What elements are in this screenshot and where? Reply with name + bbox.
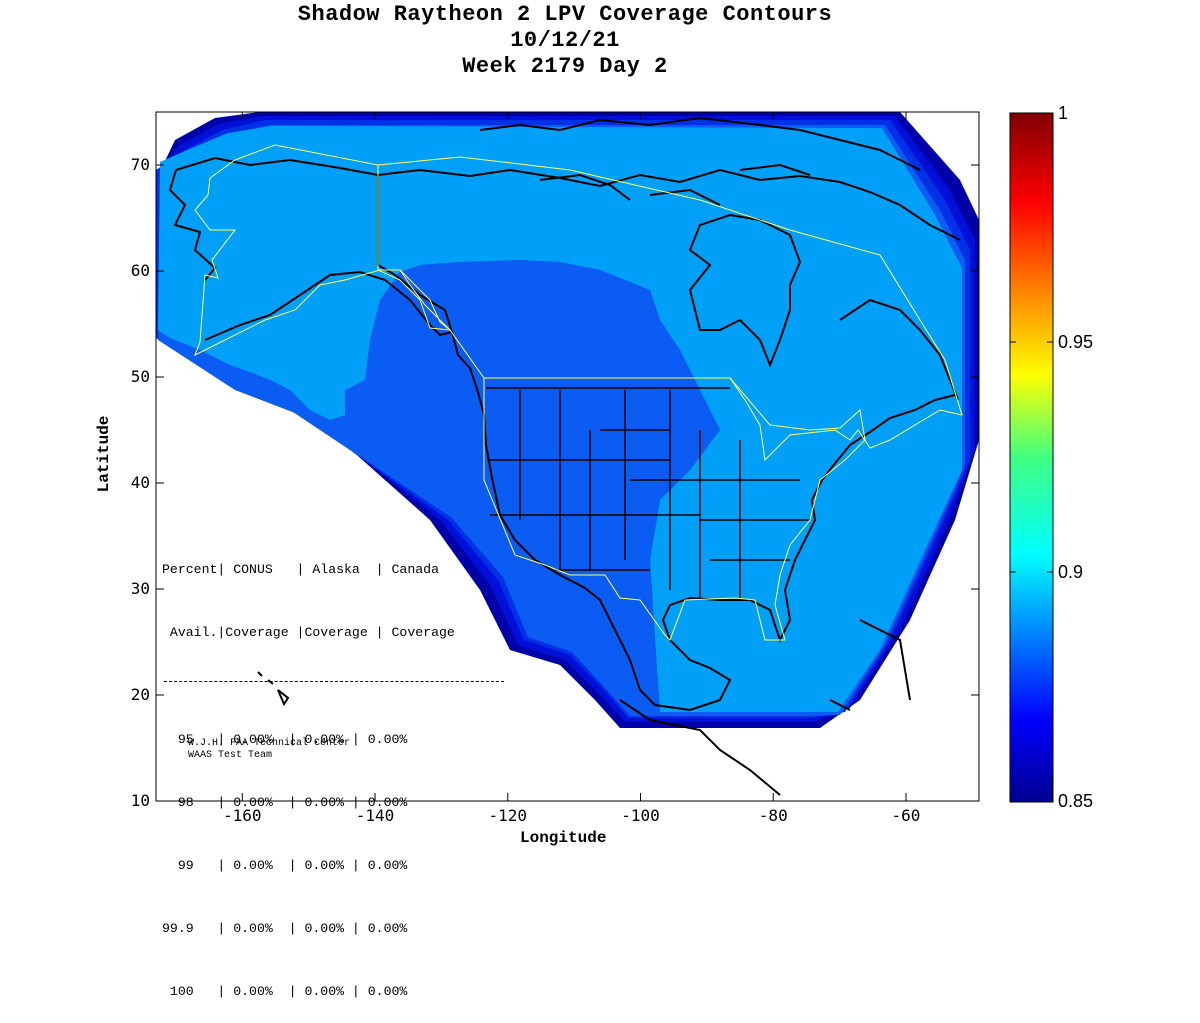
credit-line-1: W.J.H. FAA Technical Center <box>188 738 351 749</box>
coverage-map <box>155 111 1054 803</box>
canada-outline <box>377 156 963 462</box>
y-tick-label: 20 <box>130 685 150 704</box>
y-tick-marks <box>156 164 979 802</box>
x-tick-label: -120 <box>488 806 528 825</box>
coastlines <box>168 116 961 796</box>
coverage-table-header-1: Percent| CONUS | Alaska | Canada <box>162 562 439 577</box>
colorbar-frame <box>1009 112 1054 803</box>
coverage-table-row: 99.9 | 0.00% | 0.00% | 0.00% <box>162 921 408 936</box>
x-tick-label: -160 <box>223 806 262 825</box>
service-volume-outlines <box>194 144 963 641</box>
y-tick-label: 40 <box>130 473 150 492</box>
y-tick-label: 10 <box>130 791 150 810</box>
hawaii-islands <box>257 671 290 707</box>
colorbar-ticks <box>1010 341 1053 573</box>
x-tick-marks <box>241 112 907 801</box>
chart-title-line-2: 10/12/21 <box>510 28 620 53</box>
conus-outline <box>483 377 866 641</box>
colorbar <box>1010 113 1053 802</box>
coverage-table-row: 98 | 0.00% | 0.00% | 0.00% <box>162 795 408 810</box>
colorbar-label-095: 0.95 <box>1058 332 1094 352</box>
x-tick-label: -140 <box>355 806 395 825</box>
x-tick-label: -60 <box>891 806 921 825</box>
coverage-table-separator <box>164 681 504 683</box>
x-tick-label: -100 <box>621 806 660 825</box>
x-axis-title: Longitude <box>520 829 607 847</box>
coverage-table-header-2: Avail.|Coverage |Coverage | Coverage <box>162 625 455 640</box>
alaska-outline <box>194 144 452 357</box>
colorbar-label-min: 0.85 <box>1058 791 1094 811</box>
colorbar-label-max: 1 <box>1058 103 1069 123</box>
credit-line-2: WAAS Test Team <box>188 750 273 761</box>
y-tick-label: 60 <box>130 261 150 280</box>
colorbar-label-09: 0.9 <box>1058 562 1084 582</box>
chart-title-line-3: Week 2179 Day 2 <box>462 54 668 79</box>
coverage-table: Percent| CONUS | Alaska | Canada Avail.|… <box>162 517 504 1023</box>
coverage-table-row: 100 | 0.00% | 0.00% | 0.00% <box>162 984 408 999</box>
y-tick-label: 30 <box>130 579 150 598</box>
plot-frame <box>155 111 980 802</box>
y-axis-title: Latitude <box>95 415 113 493</box>
y-tick-label: 70 <box>130 155 150 174</box>
chart-title-line-1: Shadow Raytheon 2 LPV Coverage Contours <box>297 2 833 27</box>
coverage-table-row: 95 | 0.00% | 0.00% | 0.00% <box>162 732 408 747</box>
x-tick-label: -80 <box>758 806 788 825</box>
y-tick-label: 50 <box>130 367 150 386</box>
coverage-table-row: 99 | 0.00% | 0.00% | 0.00% <box>162 858 408 873</box>
state-boundaries <box>486 387 810 600</box>
